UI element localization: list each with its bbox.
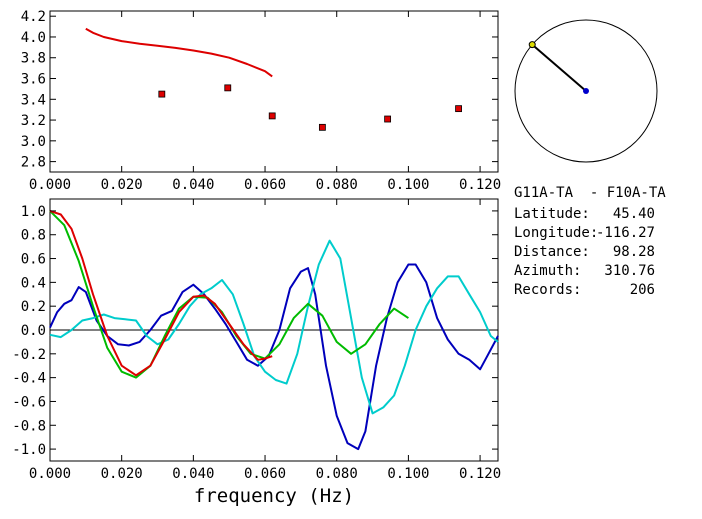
x-tick-label: 0.100 (387, 466, 429, 482)
y-tick-label: -1.0 (12, 442, 46, 458)
top-data-marks (85, 27, 462, 131)
x-tick-label: 0.000 (29, 466, 71, 482)
x-tick-label: 0.020 (101, 466, 143, 482)
station-center-dot (583, 88, 589, 94)
x-tick-label: 0.060 (244, 177, 286, 193)
station-end-dot (528, 41, 536, 49)
y-tick-label: 3.8 (21, 51, 46, 67)
x-tick-label: 0.040 (172, 466, 214, 482)
y-tick-label: 1.0 (21, 204, 46, 220)
y-tick-label: -0.8 (12, 418, 46, 434)
series-line-2 (49, 210, 409, 379)
azimuth-value: 310.76 (604, 263, 655, 279)
x-tick-label: 0.080 (316, 466, 358, 482)
x-tick-label: 0.120 (459, 466, 501, 482)
data-point (318, 123, 326, 131)
series-line-0 (49, 263, 499, 451)
records-label: Records: (514, 282, 581, 298)
top-axis-ticks: 0.000 0.020 0.040 0.060 0.080 0.100 0.120 2.8 3.… (21, 9, 501, 193)
y-tick-label: 0.2 (21, 299, 46, 315)
y-tick-label: 3.4 (21, 92, 46, 108)
x-tick-label: 0.000 (29, 177, 71, 193)
y-tick-label: -0.4 (12, 371, 46, 387)
latitude-value: 45.40 (613, 206, 655, 222)
top-panel: 0.000 0.020 0.040 0.060 0.080 0.100 0.120 2.8 3.… (21, 9, 501, 193)
location-map (514, 19, 658, 163)
azimuth-label: Azimuth: (514, 263, 581, 279)
station-pair: G11A-TA - F10A-TA (514, 185, 666, 201)
y-tick-label: 3.0 (21, 134, 46, 150)
station-info: G11A-TA - F10A-TA Latitude: 45.40 Longit… (514, 185, 666, 298)
distance-value: 98.28 (613, 244, 655, 260)
x-tick-label: 0.040 (172, 177, 214, 193)
y-tick-label: 3.2 (21, 113, 46, 129)
x-tick-label: 0.120 (459, 177, 501, 193)
y-tick-label: -0.2 (12, 347, 46, 363)
latitude-label: Latitude: (514, 206, 590, 222)
bottom-panel: 0.000 0.020 0.040 0.060 0.080 0.100 0.120 1.0 0.… (12, 198, 501, 507)
top-plot-frame (49, 10, 499, 173)
x-tick-label: 0.060 (244, 466, 286, 482)
x-tick-label: 0.080 (316, 177, 358, 193)
y-tick-label: 0.0 (21, 323, 46, 339)
data-point (384, 115, 392, 123)
longitude-label: Longitude: (514, 225, 598, 241)
series-line-0 (85, 27, 273, 78)
map-circle (514, 19, 658, 163)
x-tick-label: 0.020 (101, 177, 143, 193)
y-tick-label: 0.4 (21, 275, 46, 291)
data-point (268, 112, 276, 120)
y-tick-label: 0.8 (21, 228, 46, 244)
y-tick-label: -0.6 (12, 394, 46, 410)
x-axis-title: frequency (Hz) (194, 485, 354, 507)
y-tick-label: 4.0 (21, 30, 46, 46)
records-value: 206 (630, 282, 655, 298)
y-tick-label: 4.2 (21, 9, 46, 25)
y-tick-label: 3.6 (21, 72, 46, 88)
data-point (224, 84, 232, 92)
bottom-data-marks (49, 209, 499, 451)
x-tick-label: 0.100 (387, 177, 429, 193)
distance-label: Distance: (514, 244, 590, 260)
azimuth-line (531, 43, 587, 92)
bottom-axis-ticks: 0.000 0.020 0.040 0.060 0.080 0.100 0.120 1.0 0.… (12, 199, 501, 482)
data-point (158, 90, 166, 98)
series-line-1 (49, 239, 499, 415)
data-point (455, 105, 462, 113)
series-line-3 (49, 209, 273, 377)
y-tick-label: 0.6 (21, 252, 46, 268)
longitude-value: -116.27 (596, 225, 655, 241)
y-tick-label: 2.8 (21, 155, 46, 171)
